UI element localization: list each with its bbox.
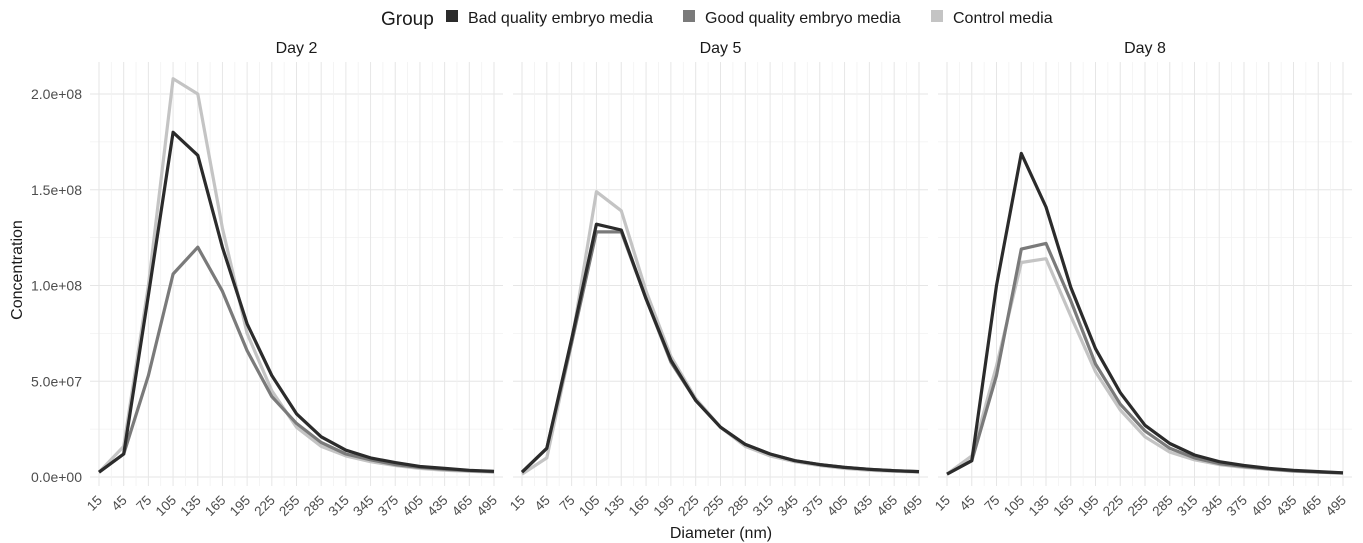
x-tick-label: 225 xyxy=(251,493,278,520)
x-tick-label: 345 xyxy=(350,493,377,520)
x-tick-label: 465 xyxy=(449,493,476,520)
y-tick-label: 5.0e+07 xyxy=(31,373,82,389)
y-axis-label: Concentration xyxy=(9,220,26,320)
x-tick-label: 255 xyxy=(700,493,727,520)
x-tick-label: 75 xyxy=(133,493,154,514)
legend-key-control xyxy=(931,10,943,22)
x-tick-label: 105 xyxy=(576,493,603,520)
x-axis-label: Diameter (nm) xyxy=(670,525,772,542)
panel-title: Day 8 xyxy=(1124,40,1166,57)
x-tick-label: 15 xyxy=(507,493,528,514)
legend-key-bad xyxy=(446,10,458,22)
x-tick-label: 45 xyxy=(957,493,978,514)
x-tick-label: 135 xyxy=(177,493,204,520)
x-tick-label: 435 xyxy=(849,493,876,520)
x-tick-label: 75 xyxy=(557,493,578,514)
series-line-bad-quality-embryo-media xyxy=(520,222,920,474)
panel-1: Day 2 15 45 7510513516519522525528531534537… xyxy=(84,40,503,519)
x-tick-label: 255 xyxy=(276,493,303,520)
x-tick-label: 435 xyxy=(1273,493,1300,520)
x-tick-label: 465 xyxy=(1298,493,1325,520)
y-tick-label: 1.0e+08 xyxy=(31,278,82,294)
legend-label-bad: Bad quality embryo media xyxy=(468,10,653,27)
legend-label-good: Good quality embryo media xyxy=(705,10,901,27)
x-tick-label: 465 xyxy=(874,493,901,520)
x-tick-label: 405 xyxy=(400,493,427,520)
x-tick-label: 315 xyxy=(750,493,777,520)
x-tick-label: 255 xyxy=(1125,493,1152,520)
x-tick-label: 375 xyxy=(799,493,826,520)
x-tick-label: 375 xyxy=(1224,493,1251,520)
x-tick-label: 495 xyxy=(474,493,501,520)
legend: Group Bad quality embryo media Good qual… xyxy=(381,9,1053,30)
x-tick-label: 75 xyxy=(981,493,1002,514)
x-tick-label: 375 xyxy=(375,493,402,520)
x-tick-label: 195 xyxy=(227,493,254,520)
x-tick-label: 405 xyxy=(1248,493,1275,520)
legend-title: Group xyxy=(381,9,434,30)
x-tick-label: 105 xyxy=(1001,493,1028,520)
x-tick-label: 345 xyxy=(775,493,802,520)
legend-label-control: Control media xyxy=(953,10,1053,27)
x-tick-label: 45 xyxy=(532,493,553,514)
series-line-bad-quality-embryo-media xyxy=(946,151,1344,476)
x-tick-label: 135 xyxy=(601,493,628,520)
x-tick-label: 285 xyxy=(301,493,328,520)
panels: Day 215 45 7510513516519522525528531534537… xyxy=(84,40,1352,519)
x-tick-label: 15 xyxy=(932,493,953,514)
x-tick-label: 165 xyxy=(626,493,653,520)
x-tick-label: 285 xyxy=(1149,493,1176,520)
y-tick-label: 1.5e+08 xyxy=(31,182,82,198)
x-tick-label: 195 xyxy=(1075,493,1102,520)
x-tick-label: 315 xyxy=(1174,493,1201,520)
panel-grid xyxy=(938,62,1352,486)
panel-grid xyxy=(513,62,928,486)
x-tick-label: 345 xyxy=(1199,493,1226,520)
x-tick-label: 285 xyxy=(725,493,752,520)
y-tick-label: 0.0e+00 xyxy=(31,469,82,485)
x-tick-label: 15 xyxy=(84,493,105,514)
x-tick-label: 225 xyxy=(1100,493,1127,520)
y-tick-label: 2.0e+08 xyxy=(31,86,82,102)
y-axis: 0.0e+00 5.0e+07 1.0e+08 1.5e+08 2.0e+08 xyxy=(31,86,82,485)
panel-3: Day 8 15 45 7510513516519522525528531534537… xyxy=(932,40,1352,519)
x-tick-label: 225 xyxy=(675,493,702,520)
x-tick-label: 165 xyxy=(202,493,229,520)
panel-grid xyxy=(90,62,503,486)
panel-title: Day 5 xyxy=(700,40,742,57)
x-tick-label: 105 xyxy=(153,493,180,520)
x-tick-label: 45 xyxy=(109,493,130,514)
x-tick-label: 435 xyxy=(424,493,451,520)
x-tick-label: 405 xyxy=(824,493,851,520)
x-tick-label: 315 xyxy=(325,493,352,520)
legend-key-good xyxy=(683,10,695,22)
x-tick-label: 135 xyxy=(1026,493,1053,520)
panel-2: Day 5 15 45 7510513516519522525528531534537… xyxy=(507,40,928,519)
series-line-bad-quality-embryo-media xyxy=(98,130,495,474)
x-tick-label: 195 xyxy=(650,493,677,520)
x-tick-label: 495 xyxy=(899,493,926,520)
x-tick-label: 165 xyxy=(1050,493,1077,520)
x-tick-label: 495 xyxy=(1323,493,1350,520)
panel-title: Day 2 xyxy=(276,40,318,57)
